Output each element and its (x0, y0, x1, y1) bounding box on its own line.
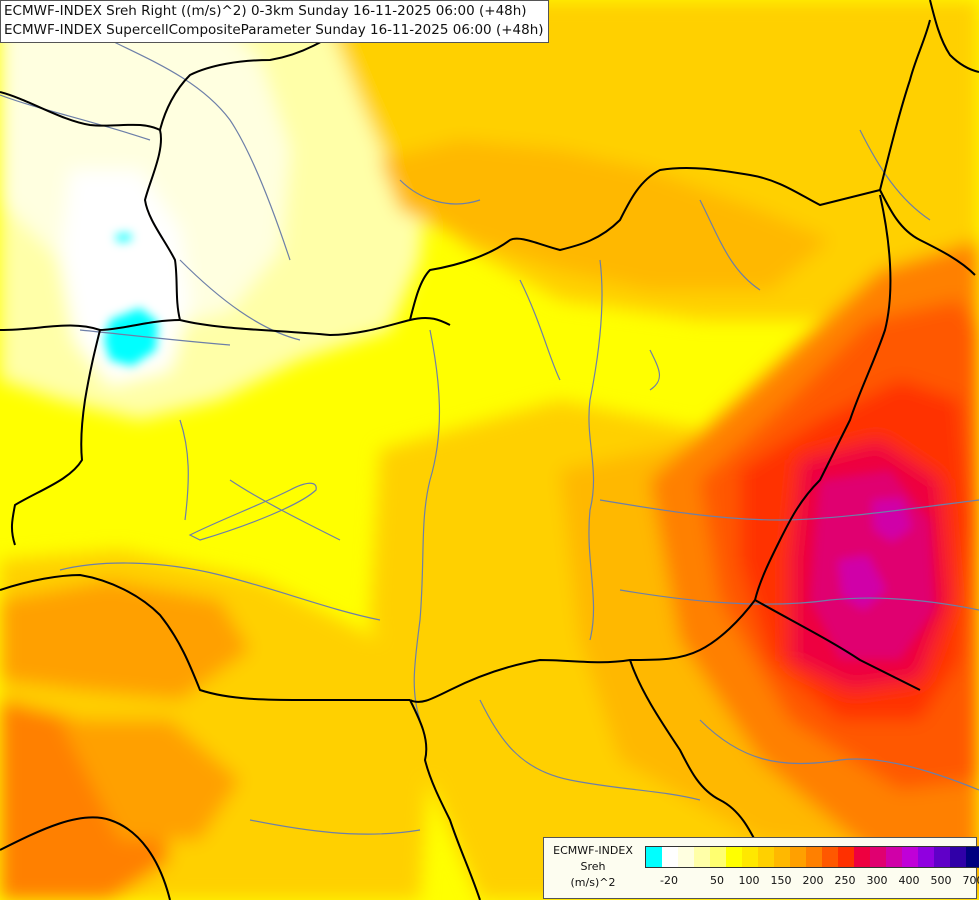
border (409, 166, 976, 321)
border (0, 91, 451, 336)
legend-tick-labels: -20 50 100 150 200 250 300 400 500 700 (645, 874, 979, 888)
legend-swatch (854, 847, 870, 867)
field-east-purple-2 (838, 555, 886, 610)
legend-tick-label: 700 (962, 874, 979, 887)
border (0, 816, 171, 900)
legend-swatch (966, 847, 979, 867)
river (519, 279, 561, 381)
legend-swatch (806, 847, 822, 867)
river (413, 329, 441, 721)
border (11, 319, 181, 546)
border (879, 19, 931, 191)
river (79, 329, 231, 346)
legend-unit-label: (m/s)^2 (570, 876, 616, 889)
field-orange-sw-core (0, 580, 250, 700)
border (409, 194, 892, 703)
legend-swatch (758, 847, 774, 867)
river (399, 179, 481, 205)
color-legend: ECMWF-INDEX Sreh (m/s)^2 -20 50 100 150 200 2… (543, 837, 979, 899)
legend-tick-label: 150 (770, 874, 792, 887)
border (929, 0, 979, 73)
legend-swatch (710, 847, 726, 867)
legend-model-label: ECMWF-INDEX (553, 844, 633, 857)
river (0, 94, 151, 141)
legend-swatch (790, 847, 806, 867)
map-title-line-1: ECMWF-INDEX Sreh Right ((m/s)^2) 0-3km S… (4, 3, 527, 19)
field-east-purple-1 (872, 498, 912, 542)
legend-swatch (838, 847, 854, 867)
legend-tick-label: 250 (834, 874, 856, 887)
legend-swatch (870, 847, 886, 867)
field-cyan-dot (115, 233, 132, 242)
border (0, 324, 101, 331)
border (0, 574, 410, 701)
river (699, 199, 761, 291)
border (754, 599, 921, 691)
river (859, 129, 931, 221)
river (588, 259, 603, 641)
field-orange-sw-mid (60, 720, 240, 840)
border (629, 659, 761, 851)
legend-variable-label: Sreh (580, 860, 606, 873)
legend-tick-label: 200 (802, 874, 824, 887)
legend-swatch (646, 847, 662, 867)
river (619, 589, 979, 611)
legend-swatch (934, 847, 950, 867)
legend-swatch (774, 847, 790, 867)
legend-swatch (902, 847, 918, 867)
legend-swatch (694, 847, 710, 867)
legend-swatch (822, 847, 838, 867)
river (599, 499, 979, 521)
legend-tick-label: 50 (710, 874, 724, 887)
legend-swatch (678, 847, 694, 867)
river (699, 719, 979, 791)
legend-tick-label: 500 (930, 874, 952, 887)
river (179, 419, 189, 521)
river (649, 349, 660, 391)
legend-swatch (918, 847, 934, 867)
river (59, 562, 381, 621)
field-cyan-pocket (104, 308, 158, 366)
field-orange-sw-lower (0, 700, 170, 900)
legend-color-bar (645, 846, 979, 868)
legend-tick-label: 400 (898, 874, 920, 887)
legend-swatch (742, 847, 758, 867)
legend-tick-label: 300 (866, 874, 888, 887)
legend-swatch (950, 847, 966, 867)
map-title-line-2: ECMWF-INDEX SupercellCompositeParameter … (4, 22, 544, 38)
river (249, 819, 421, 835)
field-orange-north-core (380, 140, 830, 290)
legend-swatch (886, 847, 902, 867)
river (109, 39, 291, 261)
legend-tick-label: 100 (738, 874, 760, 887)
river (179, 259, 301, 341)
legend-tick-label: -20 (660, 874, 678, 887)
legend-swatch (726, 847, 742, 867)
border (409, 699, 481, 900)
river-network (0, 39, 979, 835)
legend-swatch (662, 847, 678, 867)
lake-balaton (188, 482, 317, 541)
map-title-box: ECMWF-INDEX Sreh Right ((m/s)^2) 0-3km S… (0, 0, 549, 43)
river (479, 699, 701, 801)
